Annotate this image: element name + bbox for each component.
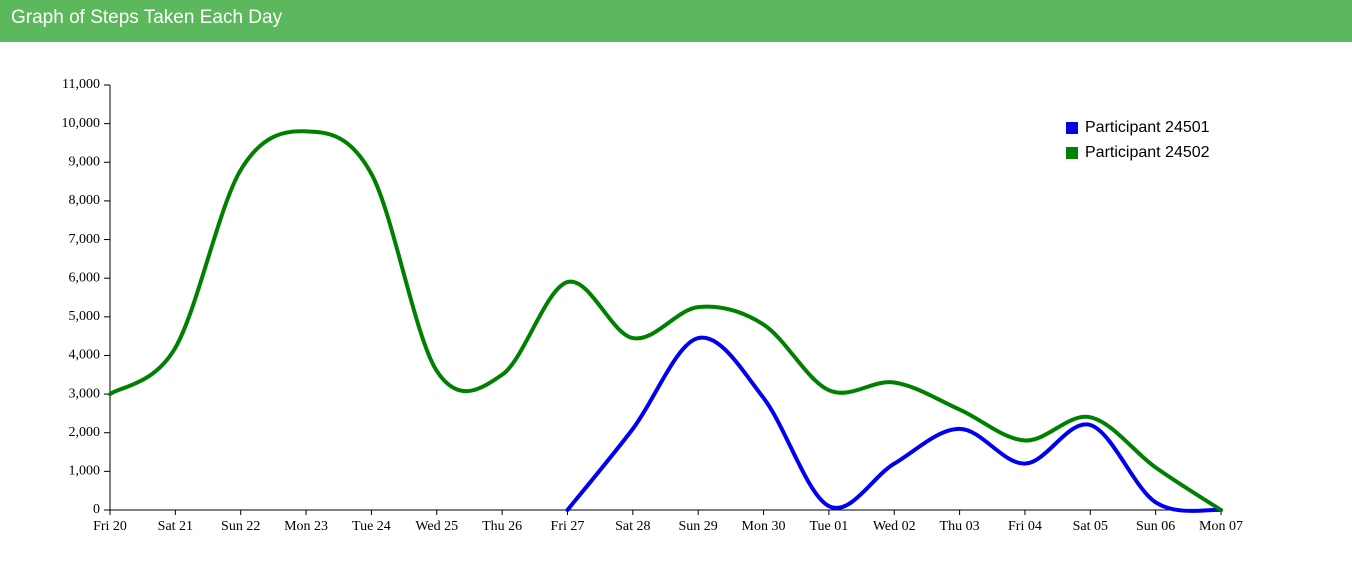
y-tick-label: 6,000: [69, 270, 101, 285]
x-tick-label: Wed 25: [415, 519, 458, 534]
legend-label: Participant 24501: [1085, 119, 1210, 136]
chart-area: [0, 42, 1352, 573]
x-tick-label: Thu 26: [482, 519, 522, 534]
y-tick-label: 3,000: [69, 386, 101, 401]
x-tick-label: Sun 06: [1136, 519, 1175, 534]
x-tick-label: Mon 23: [284, 519, 328, 534]
header-bar: [0, 0, 1352, 42]
legend-label: Participant 24502: [1085, 144, 1210, 161]
x-tick-label: Mon 30: [742, 519, 786, 534]
header-title: Graph of Steps Taken Each Day: [11, 7, 283, 28]
y-tick-label: 7,000: [69, 232, 101, 247]
y-tick-label: 9,000: [69, 154, 101, 169]
x-tick-label: Tue 24: [352, 519, 391, 534]
x-tick-label: Fri 20: [93, 519, 127, 534]
x-tick-label: Fri 04: [1008, 519, 1042, 534]
x-tick-label: Sat 21: [158, 519, 193, 534]
series-line: [565, 335, 1223, 513]
legend-swatch: [1066, 122, 1078, 134]
y-tick-label: 10,000: [62, 116, 101, 131]
y-tick-label: 5,000: [69, 309, 101, 324]
x-tick-label: Sun 29: [679, 519, 718, 534]
x-tick-label: Sat 05: [1073, 519, 1108, 534]
x-tick-label: Tue 01: [809, 519, 848, 534]
legend-swatch: [1066, 147, 1078, 159]
x-tick-label: Thu 03: [940, 519, 980, 534]
x-tick-label: Wed 02: [873, 519, 916, 534]
x-tick-label: Mon 07: [1199, 519, 1243, 534]
y-tick-label: 11,000: [62, 77, 100, 92]
y-tick-label: 4,000: [69, 348, 101, 363]
x-tick-label: Sun 22: [221, 519, 260, 534]
y-tick-label: 8,000: [69, 193, 101, 208]
x-tick-label: Sat 28: [615, 519, 650, 534]
x-tick-label: Fri 27: [551, 519, 585, 534]
y-tick-label: 1,000: [69, 464, 101, 479]
y-tick-label: 0: [93, 502, 100, 517]
series-line: [108, 129, 1223, 512]
y-tick-label: 2,000: [69, 425, 101, 440]
